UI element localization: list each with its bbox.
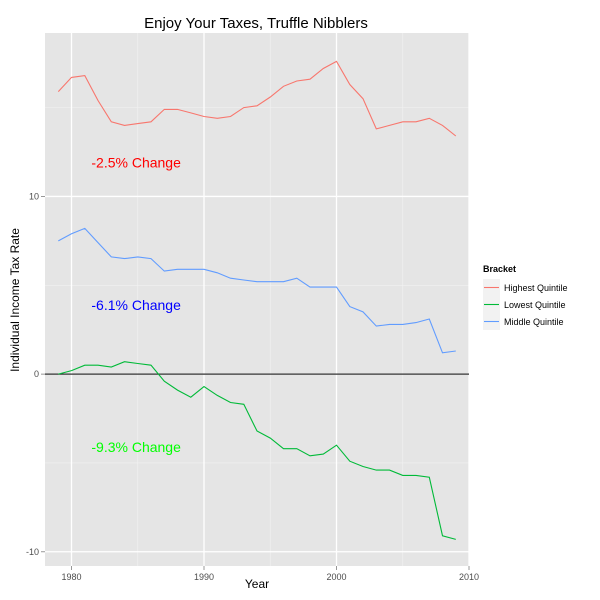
y-tick-label: -10 [26,547,39,557]
series-line-highest-quintile [57,60,457,137]
x-axis-title: Year [245,577,269,591]
series-lines [57,60,457,540]
y-axis-title: Individual Income Tax Rate [8,228,22,372]
legend-label-highest-quintile: Highest Quintile [504,283,568,293]
x-tick-label: 1980 [61,572,81,582]
axis-ticks: 1980 1990 2000 2010 -10 0 10 [26,191,479,582]
annotation-label: -2.5% Change [91,155,181,171]
legend: Bracket Highest Quintile Lowest Quintile M… [483,264,568,330]
series-line-lowest-quintile [58,361,456,540]
chart-title: Enjoy Your Taxes, Truffle Nibblers [144,15,368,32]
x-tick-label: 1990 [194,572,214,582]
annotation-label: -6.1% Change [91,297,181,313]
legend-label-lowest-quintile: Lowest Quintile [504,300,566,310]
y-tick-label: 0 [34,369,39,379]
series-line-middle-quintile [58,227,456,354]
annotations: -2.5% Change -6.1% Change -9.3% Change [91,155,181,455]
legend-title: Bracket [483,264,516,274]
plot-panel [45,33,469,566]
annotation-label: -9.3% Change [91,439,181,455]
y-tick-label: 10 [29,191,39,201]
x-tick-label: 2000 [326,572,346,582]
legend-label-middle-quintile: Middle Quintile [504,317,564,327]
x-tick-label: 2010 [459,572,479,582]
